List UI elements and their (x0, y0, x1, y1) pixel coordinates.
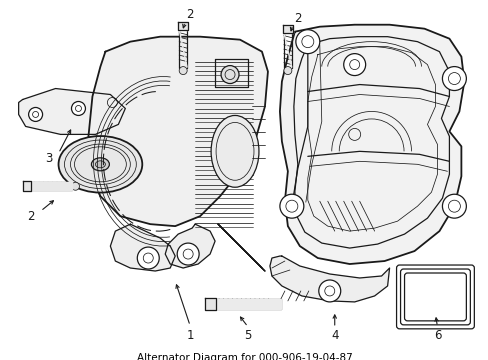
Ellipse shape (137, 247, 159, 269)
Ellipse shape (442, 194, 466, 218)
Polygon shape (110, 224, 175, 271)
Text: 5: 5 (244, 329, 251, 342)
Polygon shape (218, 224, 262, 268)
Ellipse shape (211, 116, 259, 187)
Polygon shape (204, 298, 216, 310)
Text: 2: 2 (27, 210, 34, 223)
Polygon shape (283, 25, 292, 33)
Polygon shape (269, 256, 389, 302)
Polygon shape (216, 299, 280, 309)
Ellipse shape (279, 194, 303, 218)
Text: 3: 3 (45, 152, 52, 165)
Ellipse shape (59, 136, 142, 193)
Text: 6: 6 (433, 329, 440, 342)
Ellipse shape (284, 67, 291, 75)
Text: 2: 2 (293, 12, 301, 25)
Text: 4: 4 (330, 329, 338, 342)
Ellipse shape (95, 161, 105, 168)
Polygon shape (88, 37, 267, 226)
Polygon shape (284, 33, 291, 68)
Ellipse shape (295, 30, 319, 54)
Ellipse shape (442, 67, 466, 90)
Ellipse shape (71, 182, 80, 190)
Ellipse shape (91, 158, 109, 171)
Polygon shape (218, 224, 264, 271)
Ellipse shape (177, 243, 199, 265)
Polygon shape (279, 25, 464, 264)
Ellipse shape (318, 280, 340, 302)
Ellipse shape (179, 67, 187, 75)
Polygon shape (165, 224, 215, 268)
Polygon shape (31, 182, 72, 190)
Polygon shape (179, 30, 187, 68)
Text: Alternator Diagram for 000-906-19-04-87: Alternator Diagram for 000-906-19-04-87 (136, 353, 352, 360)
Polygon shape (22, 181, 31, 191)
Polygon shape (19, 89, 125, 134)
Text: 1: 1 (186, 329, 194, 342)
Ellipse shape (71, 102, 85, 116)
Text: 2: 2 (186, 8, 194, 21)
Polygon shape (178, 22, 188, 30)
Ellipse shape (29, 108, 42, 121)
Ellipse shape (221, 66, 239, 84)
Ellipse shape (343, 54, 365, 76)
